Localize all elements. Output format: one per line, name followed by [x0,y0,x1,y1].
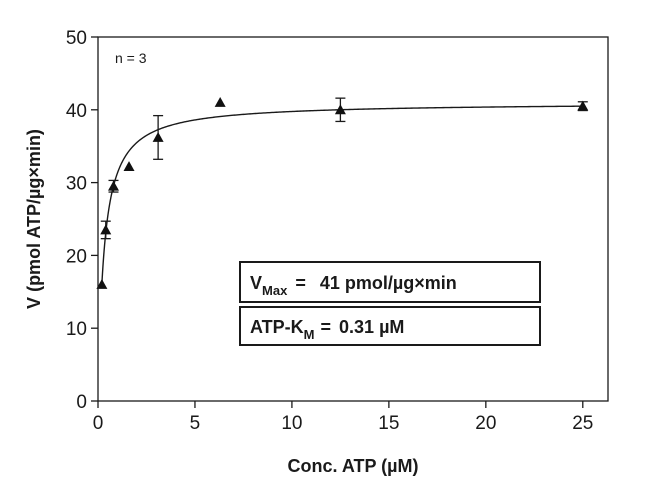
vmax-value: 41 pmol/µg×min [320,273,457,293]
y-tick-label: 50 [66,28,87,49]
data-point-triangle [96,279,108,289]
x-tick-label: 10 [281,413,302,434]
y-tick-label: 10 [66,319,87,340]
vmax-symbol: V [250,273,262,293]
y-tick-label: 0 [76,392,87,413]
data-point-triangle [108,180,120,191]
data-point-triangle [152,131,164,142]
km-equals: = [321,317,332,337]
km-value: 0.31 µM [339,317,404,337]
svg-text:VMax=41 pmol/µg×min: VMax = 41 pmol/µg×min [250,273,457,298]
data-point-triangle [214,97,226,107]
km-box: ATP-KM = 0.31 µM [239,306,541,346]
vmax-subscript: Max [262,283,288,298]
annotation-n: n = 3 [115,50,147,66]
y-axis-title: V (pmol ATP/µg×min) [24,129,44,309]
x-tick-label: 0 [93,413,104,434]
x-tick-label: 25 [572,413,593,434]
y-tick-label: 30 [66,174,87,195]
x-axis-title: Conc. ATP (µM) [287,456,418,476]
vmax-equals: = [295,273,306,293]
data-point-triangle [123,161,135,171]
x-tick-label: 20 [475,413,496,434]
plot-frame [97,36,609,402]
x-tick-label: 5 [190,413,201,434]
y-tick-label: 40 [66,101,87,122]
km-symbol: ATP-K [250,317,304,337]
vmax-box: VMax = 41 pmol/µg×min [239,261,541,303]
svg-text:ATP-KM=0.31 µM: ATP-KM = 0.31 µM [250,317,404,342]
data-point-triangle [100,224,112,235]
data-point-triangle [334,104,346,115]
km-subscript: M [304,327,315,342]
data-point-triangle [577,100,589,111]
fit-curve [101,105,583,284]
x-tick-label: 15 [378,413,399,434]
y-tick-label: 20 [66,246,87,267]
